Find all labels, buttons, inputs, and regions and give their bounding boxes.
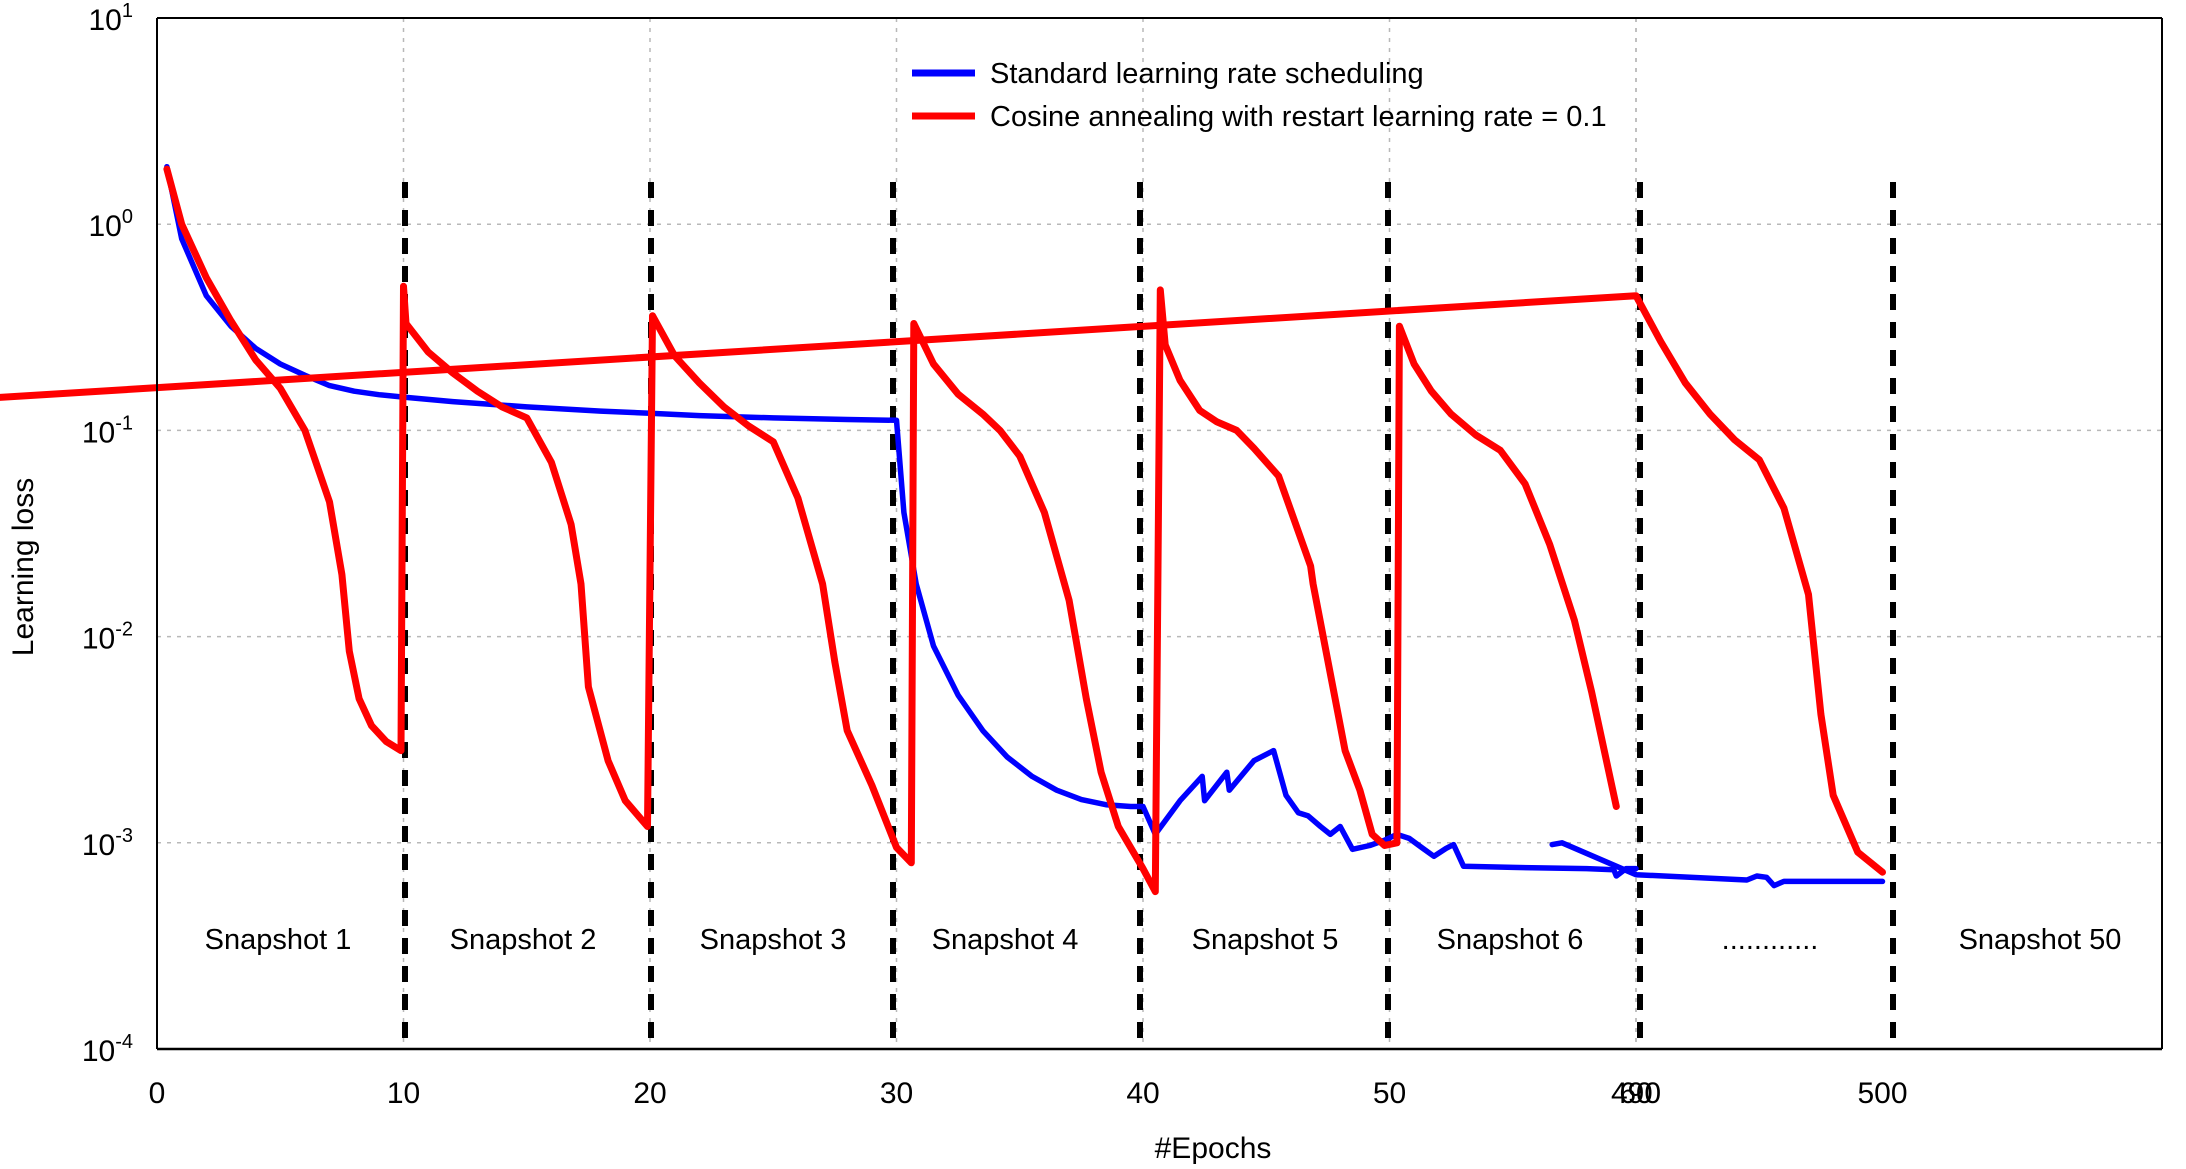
legend: Standard learning rate scheduling Cosine … [912,58,1607,133]
x-tick-label: 0 [149,1077,166,1110]
series-line-standard-1 [1549,840,1886,889]
snapshot-label: Snapshot 50 [1959,924,2122,956]
series-line-cosine-0 [163,165,1620,896]
snapshot-label: Snapshot 6 [1437,924,1584,956]
x-tick-label: 10 [387,1077,420,1110]
snapshot-labels: Snapshot 1 Snapshot 2 Snapshot 3 Snapshot 4… [205,924,2122,956]
y-axis-title: Learning loss [7,478,40,656]
snapshot-label: Snapshot 5 [1192,924,1339,956]
y-tick-label: 10-2 [82,619,133,656]
snapshot-label: Snapshot 4 [932,924,1079,956]
y-tick-labels: 101 100 10-1 10-2 10-3 10-4 [82,0,133,1068]
x-tick-label: 20 [633,1077,666,1110]
y-tick-label: 10-3 [82,825,133,862]
snapshot-label: Snapshot 3 [700,924,847,956]
snapshot-label: Snapshot 1 [205,924,352,956]
x-tick-label: 30 [880,1077,913,1110]
y-tick-label: 10-1 [82,412,133,449]
y-tick-label: 10-4 [82,1031,133,1068]
series-layer [0,163,1886,896]
snapshot-label: Snapshot 2 [450,924,597,956]
y-tick-label: 101 [89,0,134,37]
snapshot-label: ............ [1722,924,1819,956]
y-tick-label: 100 [89,206,134,243]
x-tick-label: 40 [1126,1077,1159,1110]
plot-frame [156,17,2163,1051]
legend-label: Standard learning rate scheduling [990,58,1424,90]
x-tick-label: 490 [1611,1077,1661,1110]
x-tick-label: 60 [1619,1077,1652,1110]
series-line-cosine-1 [0,292,1886,876]
x-tick-label: 500 [1857,1077,1907,1110]
x-tick-label: 50 [1373,1077,1406,1110]
x-axis-title: #Epochs [1155,1132,1272,1165]
legend-label: Cosine annealing with restart learning r… [990,101,1607,133]
